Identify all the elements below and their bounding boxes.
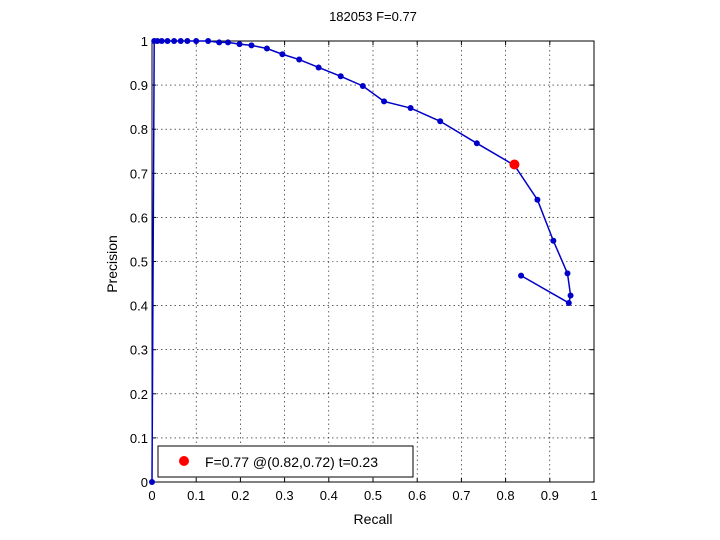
legend-box [157, 445, 414, 478]
x-tick-label: 0.4 [320, 488, 338, 503]
x-tick-label: 0.7 [452, 488, 470, 503]
y-tick-label: 0.7 [130, 166, 148, 181]
y-tick-label: 0 [141, 475, 148, 490]
data-point [534, 196, 541, 203]
data-point [171, 38, 178, 44]
y-tick-label: 0.2 [130, 387, 148, 402]
x-tick-label: 0.6 [408, 488, 426, 503]
data-point [164, 38, 171, 44]
data-point [263, 45, 270, 52]
y-tick-label: 1 [141, 34, 148, 49]
data-point [154, 38, 161, 44]
y-tick-label: 0.3 [130, 343, 148, 358]
grid [152, 41, 594, 482]
data-point [315, 64, 322, 71]
data-point [407, 105, 414, 112]
data-point [248, 42, 255, 49]
data-point [296, 56, 303, 63]
data-point [279, 51, 286, 58]
y-tick-label: 0.6 [130, 210, 148, 225]
data-point [184, 38, 191, 44]
data-point [193, 38, 200, 44]
x-axis-label: Recall [354, 511, 393, 527]
x-tick-label: 0.3 [276, 488, 294, 503]
data-point [550, 237, 557, 244]
y-tick-label: 0.4 [130, 299, 148, 314]
x-tick-label: 0.1 [187, 488, 205, 503]
data-point [205, 38, 212, 44]
data-point [381, 98, 388, 105]
y-axis-label: Precision [104, 235, 120, 293]
data-point [149, 479, 155, 485]
legend: F=0.77 @(0.82,0.72) t=0.23 [157, 445, 414, 478]
best-f-marker [509, 159, 520, 170]
x-tick-label: 1 [590, 488, 597, 503]
x-tick-label: 0.2 [231, 488, 249, 503]
x-tick-label: 0 [148, 488, 155, 503]
data-point [473, 140, 480, 147]
legend-marker-icon [179, 456, 189, 466]
y-axis-ticks: 0 0.1 0.2 0.3 0.4 0.5 0.6 0.7 0.8 0.9 1 [130, 34, 594, 490]
data-point [437, 118, 444, 125]
data-point [567, 292, 574, 299]
y-tick-label: 0.5 [130, 255, 148, 270]
data-point [158, 38, 165, 44]
x-axis-ticks: 0 0.1 0.2 0.3 0.4 0.5 0.6 0.7 0.8 0.9 1 [148, 41, 598, 503]
data-point [518, 272, 525, 279]
data-point [359, 82, 366, 89]
y-tick-label: 0.8 [130, 122, 148, 137]
x-tick-label: 0.8 [497, 488, 515, 503]
series-curve [149, 38, 574, 485]
best-f-point [509, 159, 520, 170]
data-point [177, 38, 184, 44]
data-point [236, 41, 243, 48]
data-point [216, 39, 223, 46]
data-point [225, 39, 232, 46]
y-tick-label: 0.9 [130, 78, 148, 93]
data-point [337, 73, 344, 80]
y-tick-label: 0.1 [130, 431, 148, 446]
x-tick-label: 0.5 [364, 488, 382, 503]
data-point [564, 270, 571, 277]
x-tick-label: 0.9 [541, 488, 559, 503]
data-point [565, 299, 572, 306]
legend-label: F=0.77 @(0.82,0.72) t=0.23 [205, 454, 378, 470]
chart-title: 182053 F=0.77 [329, 9, 417, 24]
